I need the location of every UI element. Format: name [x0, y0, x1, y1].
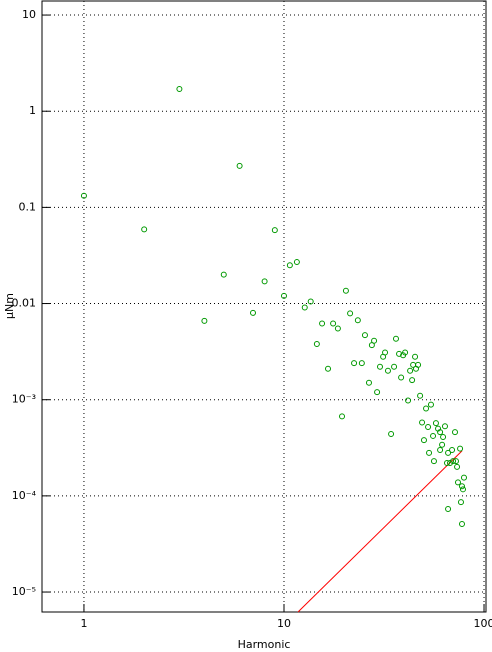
data-point [382, 349, 389, 356]
data-point [454, 479, 461, 486]
data-point [271, 227, 278, 234]
data-point [437, 446, 444, 453]
data-point [319, 320, 326, 327]
data-point [457, 499, 464, 506]
plot-frame [41, 0, 487, 613]
data-point [201, 317, 208, 324]
data-point [339, 413, 346, 420]
data-point [427, 401, 434, 408]
data-point [458, 520, 465, 527]
data-point [417, 392, 424, 399]
data-point [250, 309, 257, 316]
data-point [391, 363, 398, 370]
data-point [293, 259, 300, 266]
data-point [457, 445, 464, 452]
data-point [358, 360, 365, 367]
data-point [347, 310, 354, 317]
data-point [458, 483, 465, 490]
data-point [280, 292, 287, 299]
data-point [371, 337, 378, 344]
data-point [440, 433, 447, 440]
data-point [261, 278, 268, 285]
data-point [405, 397, 412, 404]
data-point [342, 287, 349, 294]
x-axis-label: Harmonic [238, 638, 291, 651]
data-point [454, 463, 461, 470]
data-point [377, 363, 384, 370]
data-point [437, 429, 444, 436]
data-point [334, 325, 341, 332]
data-point [459, 486, 466, 493]
data-point [365, 379, 372, 386]
data-point [426, 449, 433, 456]
y-axis-label: μNm [3, 293, 16, 319]
data-point [313, 340, 320, 347]
data-point [220, 271, 227, 278]
data-point [444, 459, 451, 466]
data-point [80, 192, 87, 199]
data-point [236, 162, 243, 169]
data-point [388, 430, 395, 437]
y-tick-label: 1 [29, 104, 36, 117]
data-point [460, 474, 467, 481]
data-point [307, 298, 314, 305]
data-point [423, 405, 430, 412]
data-point [415, 361, 422, 368]
data-point [452, 429, 459, 436]
y-tick-label: 10⁻⁴ [12, 489, 37, 502]
data-point [402, 349, 409, 356]
data-point [445, 449, 452, 456]
data-point [450, 458, 457, 465]
data-point [374, 389, 381, 396]
data-point [392, 335, 399, 342]
data-point [176, 86, 183, 93]
y-tick-label: 10 [22, 8, 36, 21]
y-tick-label: 10⁻⁵ [12, 585, 36, 598]
data-point [445, 506, 452, 513]
data-point [398, 374, 405, 381]
data-point [432, 420, 439, 427]
data-point [325, 365, 332, 372]
data-point [141, 226, 148, 233]
data-point [430, 432, 437, 439]
data-point [430, 458, 437, 465]
data-point [409, 377, 416, 384]
data-point [396, 350, 403, 357]
data-point [330, 320, 337, 327]
data-point [420, 437, 427, 444]
y-tick-label: 0.01 [12, 297, 37, 310]
data-point [407, 367, 414, 374]
data-point [449, 446, 456, 453]
x-tick-label: 10 [277, 617, 291, 630]
y-tick-label: 0.1 [19, 200, 37, 213]
data-point [447, 459, 454, 466]
x-tick-label: 100 [474, 617, 492, 630]
data-point [419, 419, 426, 426]
data-point [425, 424, 432, 431]
data-point [354, 317, 361, 324]
fit-line [297, 450, 463, 613]
data-point [286, 262, 293, 269]
y-tick-label: 10⁻³ [12, 393, 36, 406]
data-point [384, 367, 391, 374]
data-point [441, 423, 448, 430]
data-point [361, 332, 368, 339]
data-point [351, 360, 358, 367]
data-point [439, 441, 446, 448]
data-point [412, 353, 419, 360]
x-tick-label: 1 [80, 617, 87, 630]
data-point [452, 458, 459, 465]
data-point [301, 304, 308, 311]
